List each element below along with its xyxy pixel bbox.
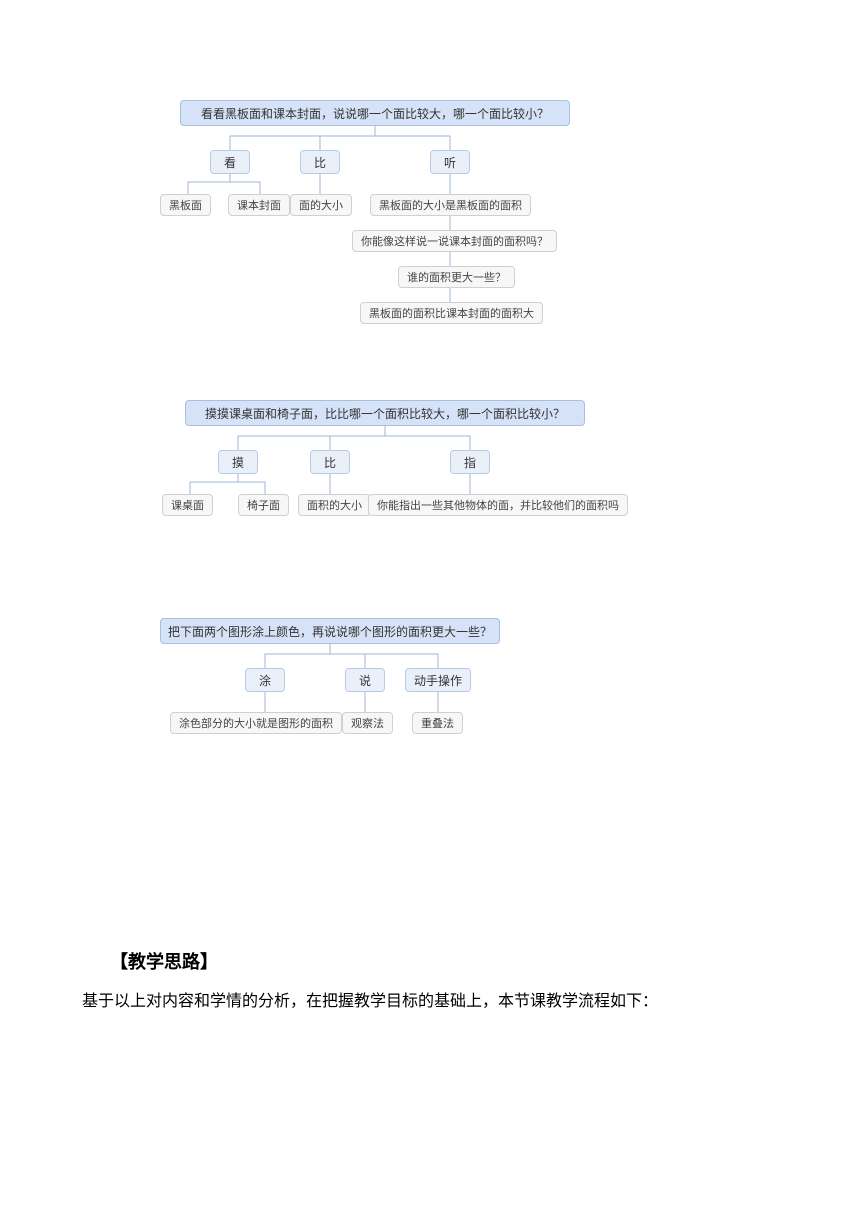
- d1-leaf-size: 面的大小: [290, 194, 352, 216]
- d2-leaf-desk: 课桌面: [162, 494, 213, 516]
- d3-root: 把下面两个图形涂上颜色，再说说哪个图形的面积更大一些？: [160, 618, 500, 644]
- d2-leaf-other: 你能指出一些其他物体的面，并比较他们的面积吗: [368, 494, 628, 516]
- d1-root: 看看黑板面和课本封面，说说哪一个面比较大，哪一个面比较小？: [180, 100, 570, 126]
- d3-leaf-overlap: 重叠法: [412, 712, 463, 734]
- d2-root: 摸摸课桌面和椅子面，比比哪一个面积比较大，哪一个面积比较小？: [185, 400, 585, 426]
- d1-leaf-bb-bigger: 黑板面的面积比课本封面的面积大: [360, 302, 543, 324]
- d2-mid-point: 指: [450, 450, 490, 474]
- diagram-3: 把下面两个图形涂上颜色，再说说哪个图形的面积更大一些？ 涂 说 动手操作 涂色部…: [160, 618, 560, 758]
- d2-leaf-size: 面积的大小: [298, 494, 371, 516]
- d3-leaf-observe: 观察法: [342, 712, 393, 734]
- d2-mid-touch: 摸: [218, 450, 258, 474]
- d2-leaf-chair: 椅子面: [238, 494, 289, 516]
- text-section: 【教学思路】 基于以上对内容和学情的分析，在把握教学目标的基础上，本节课教学流程…: [80, 948, 780, 1015]
- d1-leaf-say-textbook: 你能像这样说一说课本封面的面积吗？: [352, 230, 557, 252]
- d1-mid-listen: 听: [430, 150, 470, 174]
- d3-leaf-color-area: 涂色部分的大小就是图形的面积: [170, 712, 342, 734]
- d3-mid-paint: 涂: [245, 668, 285, 692]
- d1-leaf-whose-bigger: 谁的面积更大一些？: [398, 266, 515, 288]
- heading: 【教学思路】: [110, 948, 780, 974]
- d1-leaf-bb-area: 黑板面的大小是黑板面的面积: [370, 194, 531, 216]
- body-paragraph: 基于以上对内容和学情的分析，在把握教学目标的基础上，本节课教学流程如下：: [50, 988, 780, 1015]
- diagram-1: 看看黑板面和课本封面，说说哪一个面比较大，哪一个面比较小？ 看 比 听 黑板面 …: [160, 100, 680, 340]
- diagram-2: 摸摸课桌面和椅子面，比比哪一个面积比较大，哪一个面积比较小？ 摸 比 指 课桌面…: [160, 400, 680, 540]
- d2-mid-compare: 比: [310, 450, 350, 474]
- d1-mid-compare: 比: [300, 150, 340, 174]
- d1-leaf-blackboard: 黑板面: [160, 194, 211, 216]
- d3-mid-say: 说: [345, 668, 385, 692]
- d1-leaf-textbook: 课本封面: [228, 194, 290, 216]
- d1-mid-look: 看: [210, 150, 250, 174]
- d3-mid-hands: 动手操作: [405, 668, 471, 692]
